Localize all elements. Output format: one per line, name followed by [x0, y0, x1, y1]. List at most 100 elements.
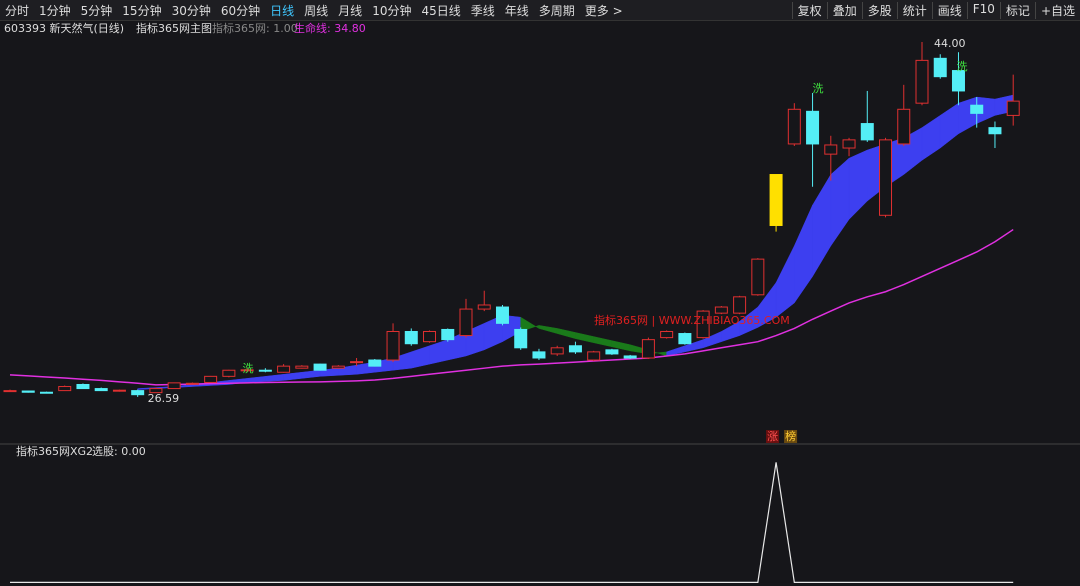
toolbar-button[interactable]: 多股: [861, 1, 897, 19]
chart: 603393 新天然气(日线) 指标365网主图 指标365网: 1.00 生命…: [0, 21, 1080, 583]
candle-body: [550, 347, 564, 355]
candle-body: [167, 382, 181, 390]
ribbon-segment: [301, 369, 321, 379]
toolbar-button[interactable]: 季线: [470, 3, 495, 18]
candle-body: [58, 386, 72, 392]
toolbar-button[interactable]: 1分钟: [39, 3, 71, 18]
wash-mark: 洗: [813, 82, 824, 95]
candle-body: [514, 328, 528, 349]
tool-buttons: 复权 叠加 多股 统计 画线 F10 标记 +自选: [791, 1, 1080, 19]
candle-body: [1006, 100, 1020, 116]
candle-body: [769, 174, 783, 226]
candle-body: [733, 296, 747, 314]
candle-body: [258, 369, 272, 372]
wash-mark: 洗: [243, 362, 254, 375]
toolbar-button[interactable]: 年线: [504, 3, 529, 18]
ribbon-segment: [575, 332, 594, 344]
candle-body: [568, 345, 582, 353]
tag-box: [784, 430, 798, 443]
candle-body: [277, 365, 291, 373]
candle-body: [313, 363, 327, 371]
toolbar-button[interactable]: 复权: [791, 1, 827, 19]
candle-body: [295, 365, 309, 369]
toolbar-button[interactable]: +自选: [1034, 1, 1080, 19]
stock-name: 603393 新天然气(日线): [4, 21, 124, 35]
candle-body: [806, 110, 820, 145]
period-tabs: 分时 1分钟 5分钟 15分钟 30分钟 60分钟 日线 周线 月线 10分钟 45日线 季线 年线 多周…: [0, 2, 628, 19]
toolbar-button[interactable]: 60分钟: [220, 3, 261, 18]
toolbar-button[interactable]: 10分钟: [372, 3, 412, 18]
toolbar-button[interactable]: 画线: [931, 1, 967, 19]
candle-body: [131, 390, 145, 396]
candle-body: [240, 369, 254, 372]
candle-body: [623, 355, 637, 359]
toolbar-button[interactable]: 日线: [270, 3, 295, 18]
candle-body: [204, 375, 218, 383]
ribbon-segment: [848, 149, 868, 220]
candle-body: [495, 306, 509, 324]
candle-body: [386, 330, 400, 361]
low-label: 26.59: [148, 392, 180, 405]
candle-body: [477, 304, 491, 310]
tag: 涨: [767, 430, 778, 443]
candle-body: [751, 258, 765, 296]
toolbar-button[interactable]: F10: [966, 1, 1000, 19]
ribbon-segment: [921, 114, 941, 161]
sub-title: 指标365网XG2: [16, 444, 93, 458]
indicator-param: 指标365网: 1.00: [212, 21, 298, 35]
candle-body: [696, 310, 710, 339]
toolbar-button[interactable]: 统计: [896, 1, 932, 19]
candle-body: [331, 365, 345, 369]
ribbon-segment: [958, 96, 977, 135]
candle-body: [185, 382, 199, 385]
ribbon-segment: [246, 376, 266, 383]
toolbar-button[interactable]: 标记: [999, 1, 1035, 19]
ribbon-segment: [411, 345, 430, 369]
candle-body: [933, 57, 947, 78]
toolbar-button[interactable]: 15分钟: [122, 3, 162, 18]
candle-body: [21, 390, 35, 393]
candle-body: [897, 108, 911, 145]
candle-body: [641, 339, 655, 359]
toolbar-button[interactable]: 5分钟: [80, 3, 113, 18]
watermark: 指标365网 | WWW.ZHIBIAO365.COM: [594, 313, 790, 327]
toolbar-button[interactable]: 叠加: [826, 1, 862, 19]
candle-body: [459, 308, 473, 337]
indicator-name: 指标365网主图: [136, 21, 212, 35]
toolbar-button[interactable]: 月线: [338, 3, 363, 18]
toolbar-button[interactable]: 30分钟: [171, 3, 211, 18]
tag-box: [766, 430, 780, 443]
toolbar-button[interactable]: 45日线: [421, 3, 461, 18]
tag: 榜: [785, 429, 796, 443]
candle-body: [860, 123, 874, 141]
toolbar: 分时 1分钟 5分钟 15分钟 30分钟 60分钟 日线 周线 月线 10分钟 45日线 季线 年线 多周…: [0, 0, 1080, 21]
candle-body: [678, 333, 692, 345]
toolbar-button[interactable]: 分时: [5, 3, 30, 18]
toolbar-button[interactable]: 多周期: [538, 3, 575, 18]
candle-body: [988, 127, 1002, 135]
candle-body: [587, 351, 601, 361]
toolbar-button[interactable]: 更多 >: [584, 3, 623, 18]
toolbar-button[interactable]: 周线: [304, 3, 329, 18]
ribbon-segment: [611, 340, 631, 352]
candle-body: [660, 330, 674, 339]
candle-body: [423, 330, 437, 343]
ribbon-segment: [812, 173, 832, 278]
candle-body: [879, 139, 893, 216]
candle-body: [951, 70, 965, 92]
candle-body: [441, 328, 455, 341]
candle-body: [605, 349, 619, 355]
candle-body: [824, 144, 838, 155]
candle-body: [350, 361, 364, 364]
ribbon-segment: [593, 336, 613, 348]
candle-body: [368, 359, 382, 367]
ribbon-segment: [429, 339, 449, 365]
candle-body: [787, 108, 801, 145]
high-label: 44.00: [934, 37, 966, 50]
candle-body: [149, 388, 163, 394]
ribbon-segment: [775, 245, 795, 318]
candle-body: [532, 351, 546, 359]
candle-body: [76, 383, 90, 390]
sub-value: 选股: 0.00: [92, 445, 146, 458]
